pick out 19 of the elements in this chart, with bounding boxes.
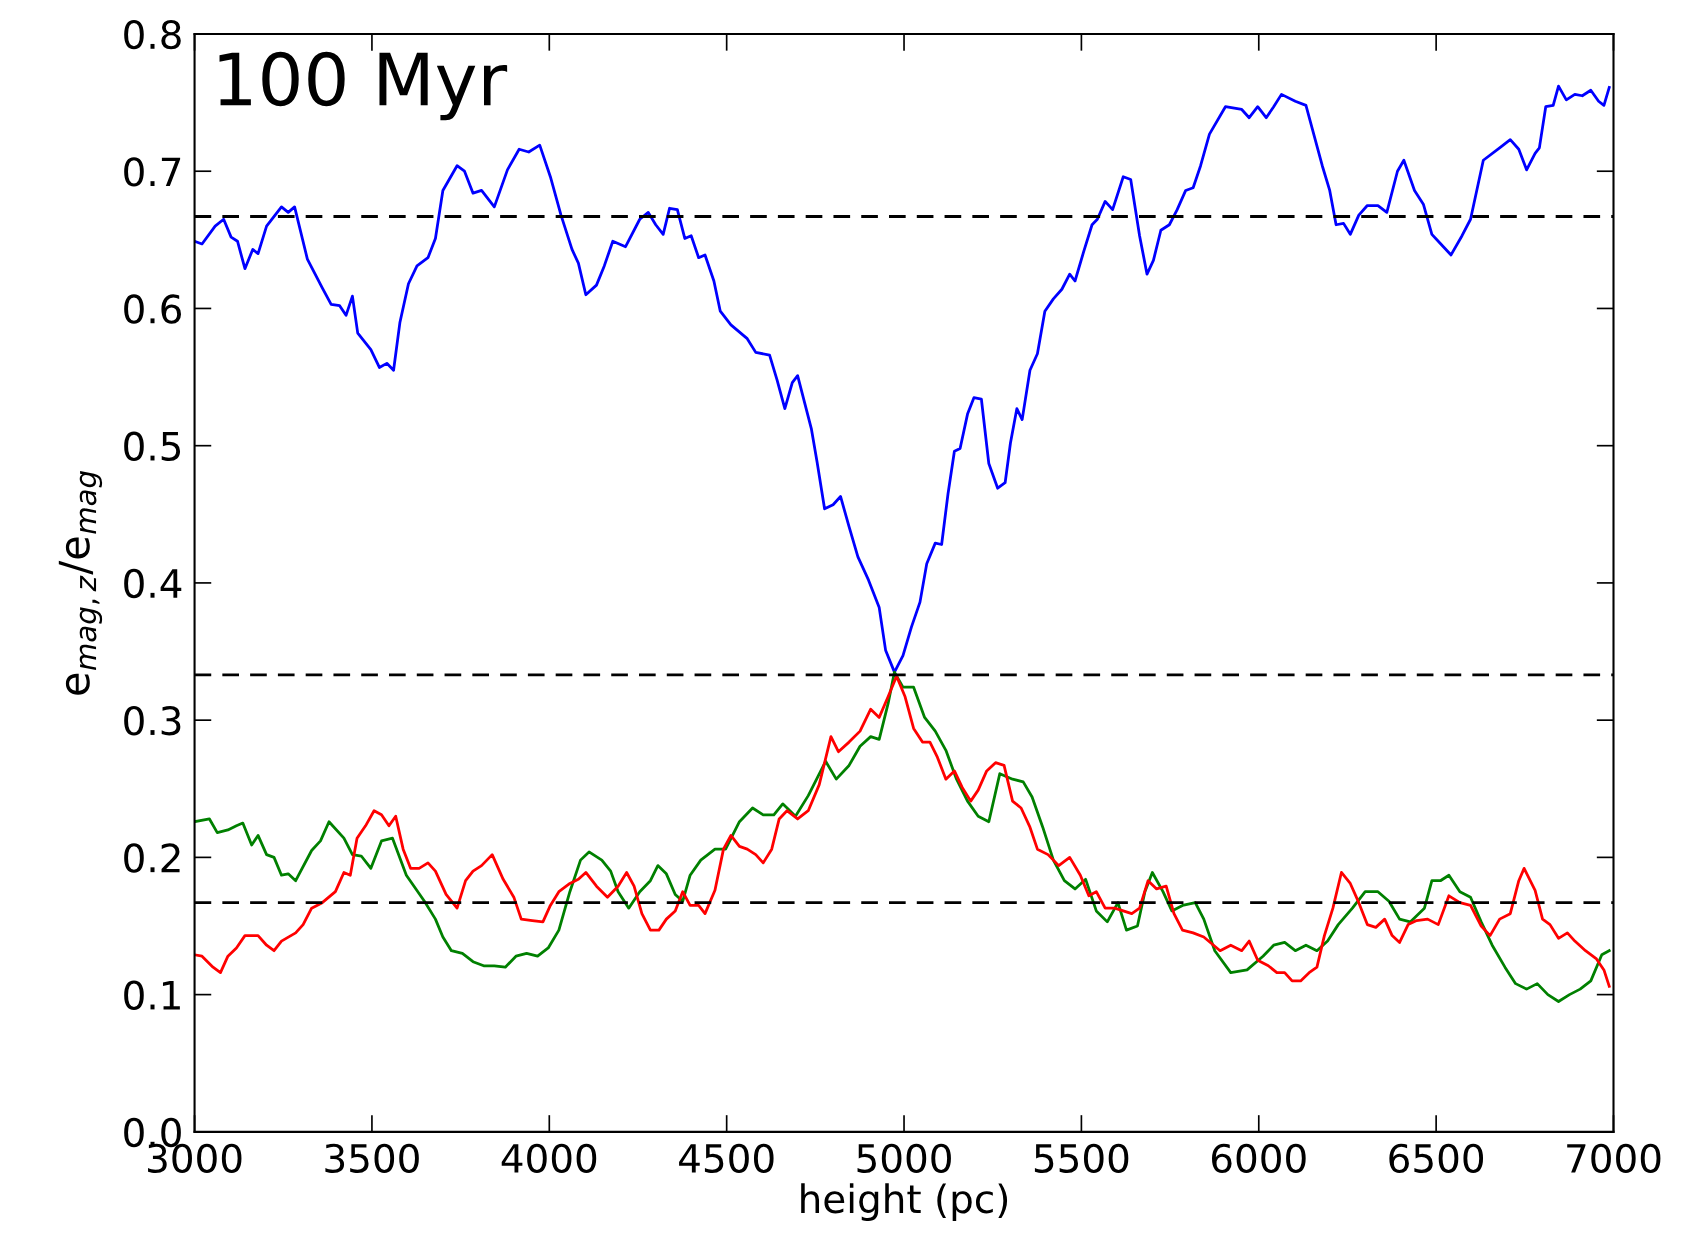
annotation: 100 Myr [219, 51, 508, 121]
x-tick-label: 7000 [1567, 1143, 1661, 1174]
y-tick-label: 0.6 [124, 294, 182, 324]
y-tick-label: 0.3 [124, 706, 181, 736]
y-tick-label: 0.8 [124, 19, 181, 50]
x-tick-label: 5000 [857, 1143, 951, 1174]
x-tick-label: 6500 [1389, 1143, 1484, 1174]
y-tick-label: 0.5 [124, 431, 181, 462]
x-axis-title: height (pc) [801, 1183, 1008, 1221]
x-tick-label: 6000 [1212, 1143, 1306, 1174]
x-tick-label: 5500 [1034, 1143, 1129, 1174]
y-tick-label: 0.2 [124, 843, 180, 873]
x-tick-label: 4500 [679, 1143, 774, 1174]
y-tick-label: 0.7 [124, 157, 181, 187]
x-tick-label: 3500 [325, 1143, 419, 1174]
y-axis-title: e$_{mag,z}$/e$_{mag}$ [58, 471, 103, 695]
x-tick-label: 4000 [501, 1143, 597, 1174]
y-tick-label: 0.4 [124, 568, 182, 599]
y-tick-label: 0.1 [124, 980, 180, 1010]
